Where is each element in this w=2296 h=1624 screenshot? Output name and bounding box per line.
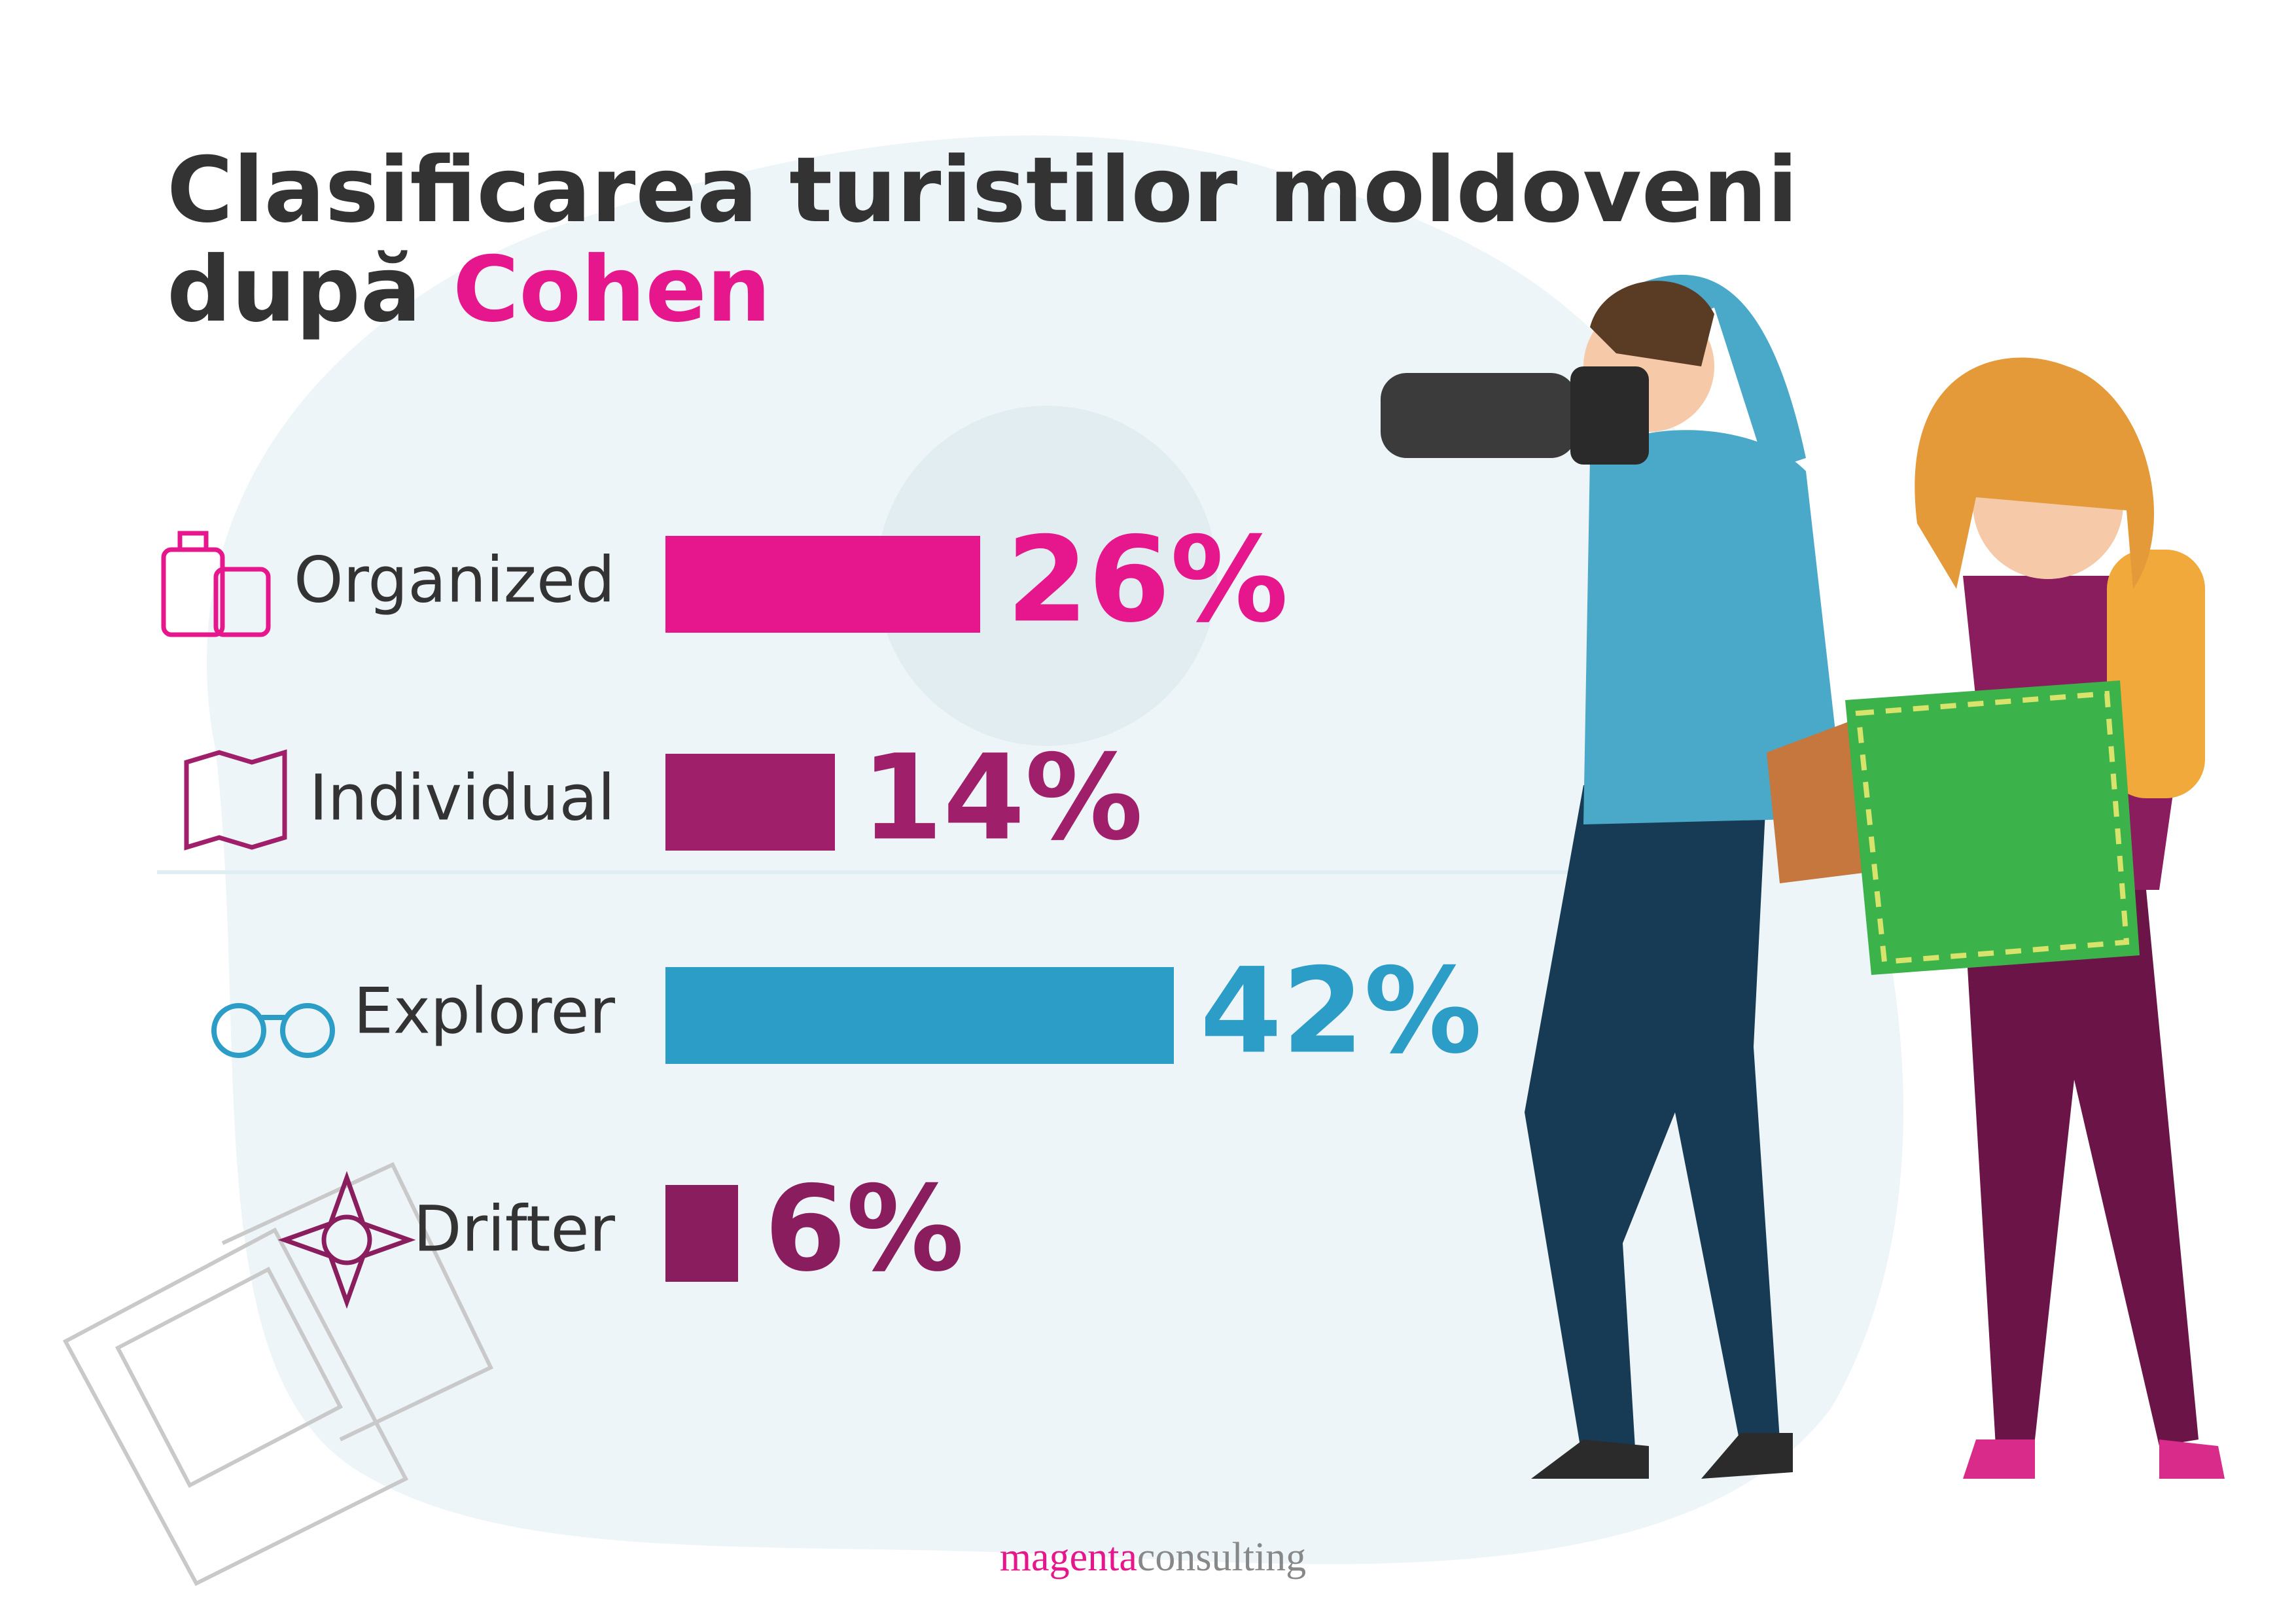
brand-suffix: consulting [1137, 1535, 1306, 1580]
footer-logo: magentaconsulting [1000, 1535, 1306, 1580]
icon-compass [277, 1171, 416, 1309]
sun [877, 406, 1217, 746]
bar [665, 967, 1174, 1064]
icon-binoculars [211, 1003, 335, 1058]
value-label: 6% [764, 1161, 964, 1297]
chart-title: Clasificarea turistilor moldoveni [167, 137, 1798, 243]
value-label: 14% [861, 730, 1143, 866]
photo-sketch [62, 1162, 494, 1586]
brand: magenta [1000, 1535, 1137, 1580]
icon-map [184, 749, 287, 851]
icon-luggage [161, 531, 271, 637]
illustration-traveler [1845, 357, 2225, 1479]
category-label: Explorer [353, 974, 615, 1048]
bar [665, 536, 980, 633]
value-label: 26% [1006, 512, 1288, 648]
bar [665, 1185, 738, 1282]
value-label: 42% [1200, 943, 1482, 1080]
title-text: Clasificarea turistilor moldoveni [167, 137, 1798, 243]
background-blob [206, 135, 1904, 1564]
category-label: Individual [309, 761, 615, 834]
title-highlight: Cohen [453, 237, 771, 342]
bar [665, 754, 835, 851]
title-text-cont: după [167, 237, 453, 342]
illustration-photographer [1381, 274, 1884, 1479]
chart-title-line: după Cohen [167, 237, 771, 342]
category-label: Organized [294, 543, 615, 616]
horizon [157, 870, 1727, 874]
category-label: Drifter [414, 1192, 616, 1265]
